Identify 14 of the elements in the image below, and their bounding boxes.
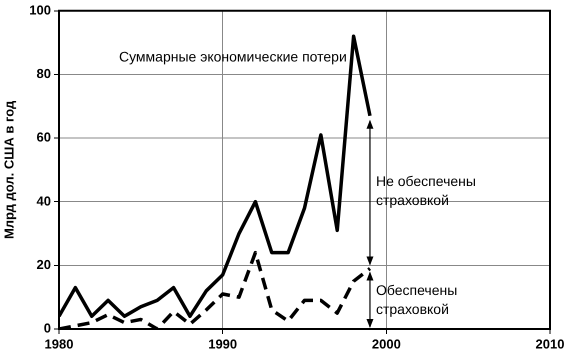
y-tick-label: 0 [44, 320, 51, 336]
y-tick-label: 20 [36, 256, 51, 272]
y-tick-label: 60 [36, 130, 51, 145]
y-tick-label: 100 [29, 2, 51, 18]
x-tick-label: 2000 [372, 336, 401, 352]
y-axis-title: Млрд дол. США в год [1, 100, 16, 240]
x-tick-label: 1980 [44, 336, 74, 352]
annotation: Не обеспечены страховкой [376, 173, 476, 208]
legend-label: Обеспечены страховкой [376, 282, 458, 317]
series-label: Суммарные экономические потери [118, 48, 347, 65]
x-tick-label: 1990 [208, 336, 238, 352]
x-tick-label: 2010 [536, 336, 564, 352]
y-tick-label: 40 [36, 193, 51, 208]
y-tick-label: 80 [36, 66, 51, 82]
